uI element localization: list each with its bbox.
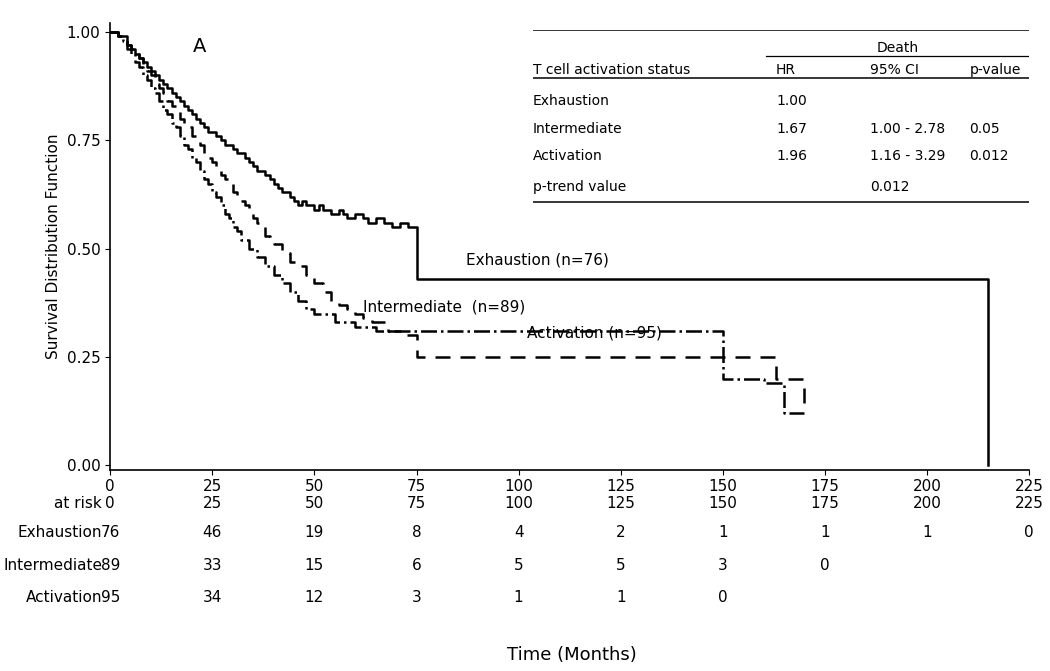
Text: 1.67: 1.67	[776, 121, 806, 136]
Text: 5: 5	[616, 558, 626, 572]
Text: 0: 0	[105, 496, 116, 511]
Text: 150: 150	[709, 496, 737, 511]
Text: 0: 0	[718, 590, 728, 605]
Text: 75: 75	[407, 496, 426, 511]
Text: A: A	[193, 37, 206, 56]
Text: 50: 50	[304, 496, 324, 511]
Text: 1: 1	[718, 525, 728, 540]
Text: HR: HR	[776, 63, 796, 77]
Text: 1.00: 1.00	[776, 94, 806, 108]
Text: Exhaustion: Exhaustion	[533, 94, 610, 108]
Text: 8: 8	[412, 525, 421, 540]
Text: 6: 6	[412, 558, 421, 572]
Text: 15: 15	[304, 558, 324, 572]
Text: 2: 2	[616, 525, 626, 540]
Text: 3: 3	[718, 558, 728, 572]
Text: Intermediate  (n=89): Intermediate (n=89)	[363, 300, 526, 315]
Text: at risk: at risk	[55, 496, 102, 511]
Text: 125: 125	[606, 496, 635, 511]
Text: 12: 12	[304, 590, 324, 605]
Text: 19: 19	[304, 525, 324, 540]
Text: Activation (n=95): Activation (n=95)	[527, 325, 662, 341]
Text: 0: 0	[1024, 525, 1034, 540]
Text: Time (Months): Time (Months)	[507, 646, 637, 664]
Text: 3: 3	[412, 590, 421, 605]
Text: Exhaustion: Exhaustion	[18, 525, 102, 540]
Text: 1: 1	[513, 590, 523, 605]
Text: 4: 4	[513, 525, 523, 540]
Text: 89: 89	[101, 558, 120, 572]
Text: 1: 1	[820, 525, 830, 540]
Text: 95: 95	[101, 590, 120, 605]
Text: p-trend value: p-trend value	[533, 180, 626, 194]
Text: 5: 5	[513, 558, 523, 572]
Text: Intermediate: Intermediate	[533, 121, 623, 136]
Text: 1.96: 1.96	[776, 149, 807, 163]
Text: 46: 46	[203, 525, 222, 540]
Text: Activation: Activation	[25, 590, 102, 605]
Text: 0.012: 0.012	[870, 180, 909, 194]
Y-axis label: Survival Distribution Function: Survival Distribution Function	[46, 134, 61, 360]
Text: 175: 175	[811, 496, 839, 511]
Text: 33: 33	[203, 558, 223, 572]
Text: 1.00 - 2.78: 1.00 - 2.78	[870, 121, 945, 136]
Text: Exhaustion (n=76): Exhaustion (n=76)	[465, 252, 608, 267]
Text: 0.05: 0.05	[969, 121, 1000, 136]
Text: 200: 200	[912, 496, 942, 511]
Text: 0.012: 0.012	[969, 149, 1009, 163]
Text: p-value: p-value	[969, 63, 1021, 77]
Text: Death: Death	[877, 41, 919, 55]
Text: 100: 100	[504, 496, 533, 511]
Text: 76: 76	[101, 525, 120, 540]
Text: 1: 1	[922, 525, 931, 540]
Text: Activation: Activation	[533, 149, 603, 163]
Text: 225: 225	[1014, 496, 1044, 511]
Text: T cell activation status: T cell activation status	[533, 63, 690, 77]
Text: 25: 25	[203, 496, 222, 511]
Text: 34: 34	[203, 590, 222, 605]
Text: 0: 0	[820, 558, 830, 572]
Text: Intermediate: Intermediate	[3, 558, 102, 572]
Text: 95% CI: 95% CI	[870, 63, 919, 77]
Text: 1: 1	[616, 590, 626, 605]
Text: 1.16 - 3.29: 1.16 - 3.29	[870, 149, 946, 163]
